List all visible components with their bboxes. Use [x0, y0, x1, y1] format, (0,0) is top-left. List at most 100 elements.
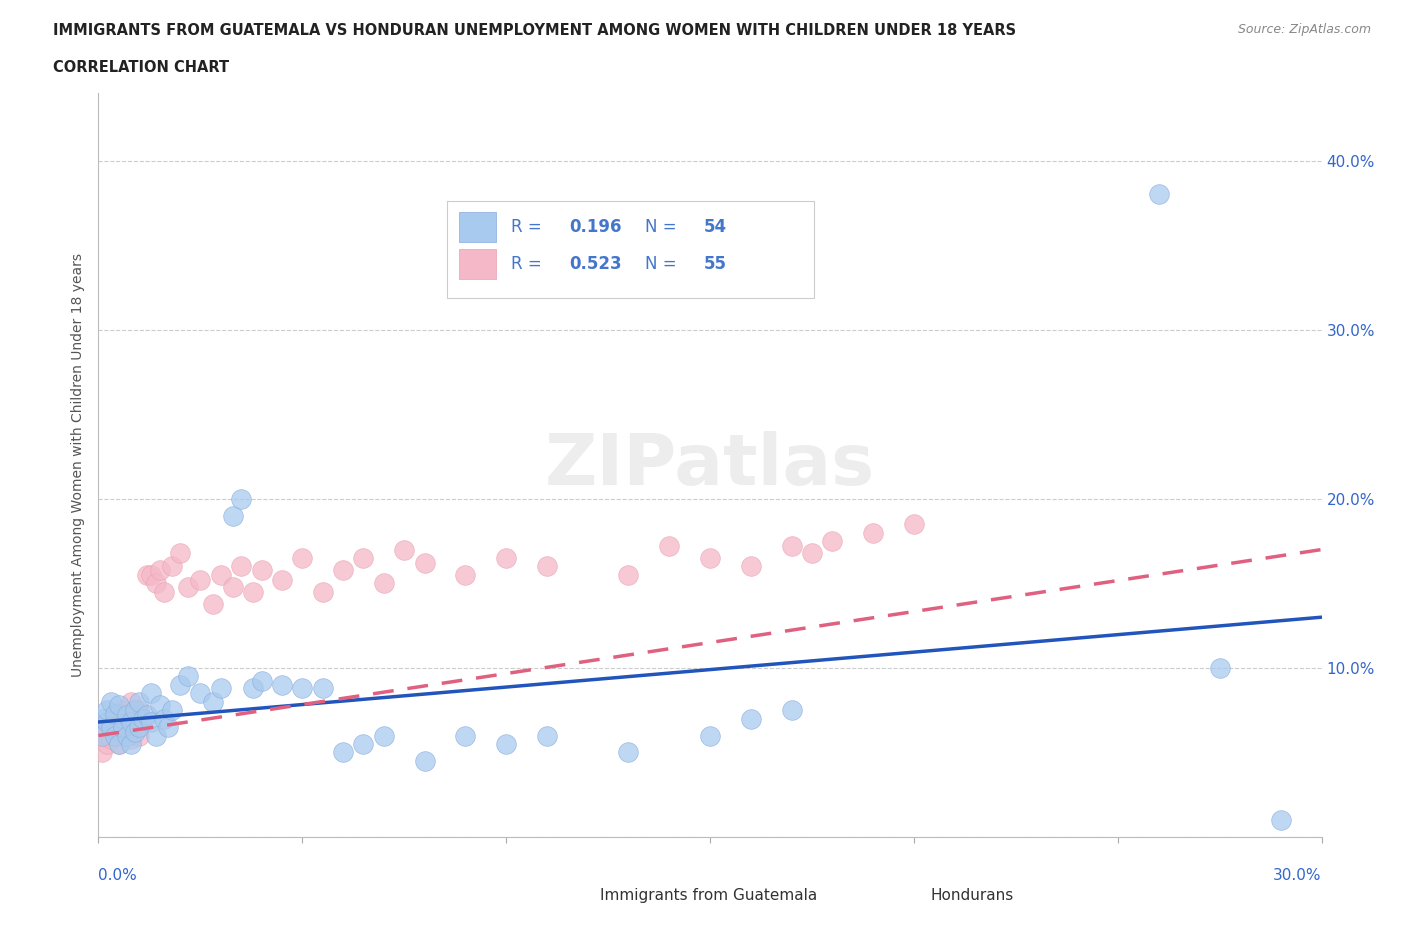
Point — [111, 703, 134, 718]
Point — [201, 596, 224, 611]
Point — [141, 685, 163, 700]
Point — [120, 732, 142, 747]
Point — [392, 542, 416, 557]
Point — [270, 677, 294, 692]
Point — [141, 714, 163, 729]
Point — [100, 732, 122, 747]
Point — [740, 559, 762, 574]
Point — [104, 724, 127, 739]
Point — [270, 573, 294, 588]
Point — [222, 509, 245, 524]
Point — [352, 737, 374, 751]
Point — [780, 538, 803, 553]
Point — [188, 573, 212, 588]
Point — [152, 584, 174, 599]
Point — [91, 720, 114, 735]
Point — [177, 669, 200, 684]
Point — [96, 714, 118, 729]
Text: Source: ZipAtlas.com: Source: ZipAtlas.com — [1237, 23, 1371, 36]
Point — [152, 711, 174, 726]
Point — [96, 737, 118, 751]
Point — [100, 714, 122, 729]
Point — [96, 703, 118, 718]
Text: Hondurans: Hondurans — [931, 887, 1014, 902]
Point — [169, 677, 191, 692]
Point — [111, 720, 134, 735]
Point — [209, 681, 232, 696]
Point — [124, 720, 146, 735]
Point — [108, 737, 131, 751]
Point — [454, 728, 477, 743]
Text: CORRELATION CHART: CORRELATION CHART — [53, 60, 229, 75]
Point — [242, 681, 264, 696]
Point — [128, 728, 150, 743]
Text: R =: R = — [510, 218, 547, 236]
Point — [132, 711, 155, 726]
Point — [352, 551, 374, 565]
Text: 54: 54 — [704, 218, 727, 236]
Point — [536, 728, 558, 743]
Bar — [894, 887, 921, 904]
Point — [120, 737, 142, 751]
Point — [104, 728, 127, 743]
Bar — [564, 887, 591, 904]
Point — [100, 720, 122, 735]
Point — [120, 714, 142, 729]
Point — [145, 728, 167, 743]
Point — [201, 695, 224, 710]
Point — [740, 711, 762, 726]
Point — [536, 559, 558, 574]
Bar — [460, 212, 496, 242]
Point — [413, 753, 436, 768]
Point — [454, 567, 477, 582]
Text: N =: N = — [645, 218, 682, 236]
Point — [96, 728, 118, 743]
Point — [128, 720, 150, 735]
Point — [124, 711, 146, 726]
Point — [177, 579, 200, 594]
Point — [1147, 187, 1170, 202]
Text: R =: R = — [510, 255, 547, 273]
Point — [250, 563, 273, 578]
Point — [108, 698, 131, 712]
Point — [821, 534, 844, 549]
Point — [111, 728, 134, 743]
Point — [108, 720, 131, 735]
Point — [128, 695, 150, 710]
Point — [115, 708, 138, 723]
Point — [312, 584, 335, 599]
Point — [149, 698, 172, 712]
Text: 0.0%: 0.0% — [98, 869, 138, 883]
Point — [115, 728, 138, 743]
Point — [495, 551, 517, 565]
Point — [312, 681, 335, 696]
Point — [250, 674, 273, 689]
Point — [373, 576, 395, 591]
Y-axis label: Unemployment Among Women with Children Under 18 years: Unemployment Among Women with Children U… — [72, 253, 86, 677]
Text: Immigrants from Guatemala: Immigrants from Guatemala — [600, 887, 817, 902]
Point — [332, 563, 354, 578]
FancyBboxPatch shape — [447, 201, 814, 298]
Point — [373, 728, 395, 743]
Point — [100, 695, 122, 710]
Point — [495, 737, 517, 751]
Text: 0.523: 0.523 — [569, 255, 621, 273]
Text: 30.0%: 30.0% — [1274, 869, 1322, 883]
Point — [231, 491, 253, 506]
Point — [160, 559, 183, 574]
Point — [115, 714, 138, 729]
Point — [141, 567, 163, 582]
Point — [617, 567, 640, 582]
Point — [136, 567, 159, 582]
Point — [145, 576, 167, 591]
Point — [91, 745, 114, 760]
Point — [291, 551, 314, 565]
Point — [699, 728, 721, 743]
Point — [124, 724, 146, 739]
Point — [124, 703, 146, 718]
Point — [231, 559, 253, 574]
Point — [862, 525, 884, 540]
Point — [617, 745, 640, 760]
Point — [120, 695, 142, 710]
Text: IMMIGRANTS FROM GUATEMALA VS HONDURAN UNEMPLOYMENT AMONG WOMEN WITH CHILDREN UND: IMMIGRANTS FROM GUATEMALA VS HONDURAN UN… — [53, 23, 1017, 38]
